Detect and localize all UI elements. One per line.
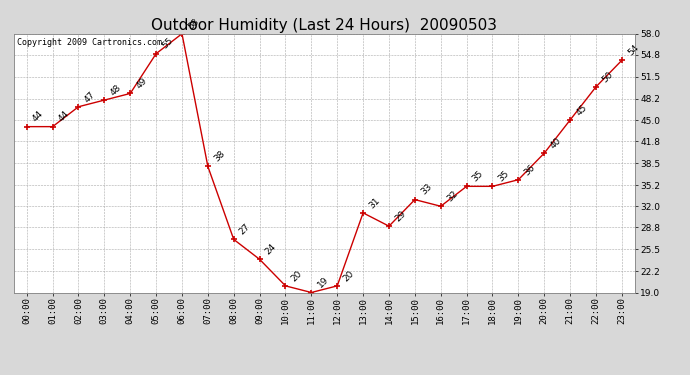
- Text: 54: 54: [626, 43, 640, 57]
- Text: 55: 55: [160, 36, 175, 51]
- Text: 58: 58: [186, 16, 201, 31]
- Text: 44: 44: [31, 110, 46, 124]
- Text: 33: 33: [419, 182, 433, 197]
- Text: Copyright 2009 Cartronics.com: Copyright 2009 Cartronics.com: [17, 38, 162, 46]
- Text: 19: 19: [315, 275, 330, 290]
- Text: 20: 20: [342, 268, 356, 283]
- Text: 35: 35: [471, 169, 485, 184]
- Text: 38: 38: [212, 149, 226, 164]
- Title: Outdoor Humidity (Last 24 Hours)  20090503: Outdoor Humidity (Last 24 Hours) 2009050…: [151, 18, 497, 33]
- Text: 40: 40: [549, 136, 563, 150]
- Text: 29: 29: [393, 209, 408, 224]
- Text: 44: 44: [57, 110, 71, 124]
- Text: 49: 49: [135, 76, 149, 91]
- Text: 27: 27: [238, 222, 253, 237]
- Text: 31: 31: [367, 196, 382, 210]
- Text: 48: 48: [108, 83, 123, 98]
- Text: 32: 32: [445, 189, 460, 204]
- Text: 35: 35: [497, 169, 511, 184]
- Text: 24: 24: [264, 242, 278, 256]
- Text: 36: 36: [522, 162, 537, 177]
- Text: 20: 20: [290, 268, 304, 283]
- Text: 47: 47: [83, 90, 97, 104]
- Text: 45: 45: [574, 103, 589, 117]
- Text: 50: 50: [600, 69, 615, 84]
